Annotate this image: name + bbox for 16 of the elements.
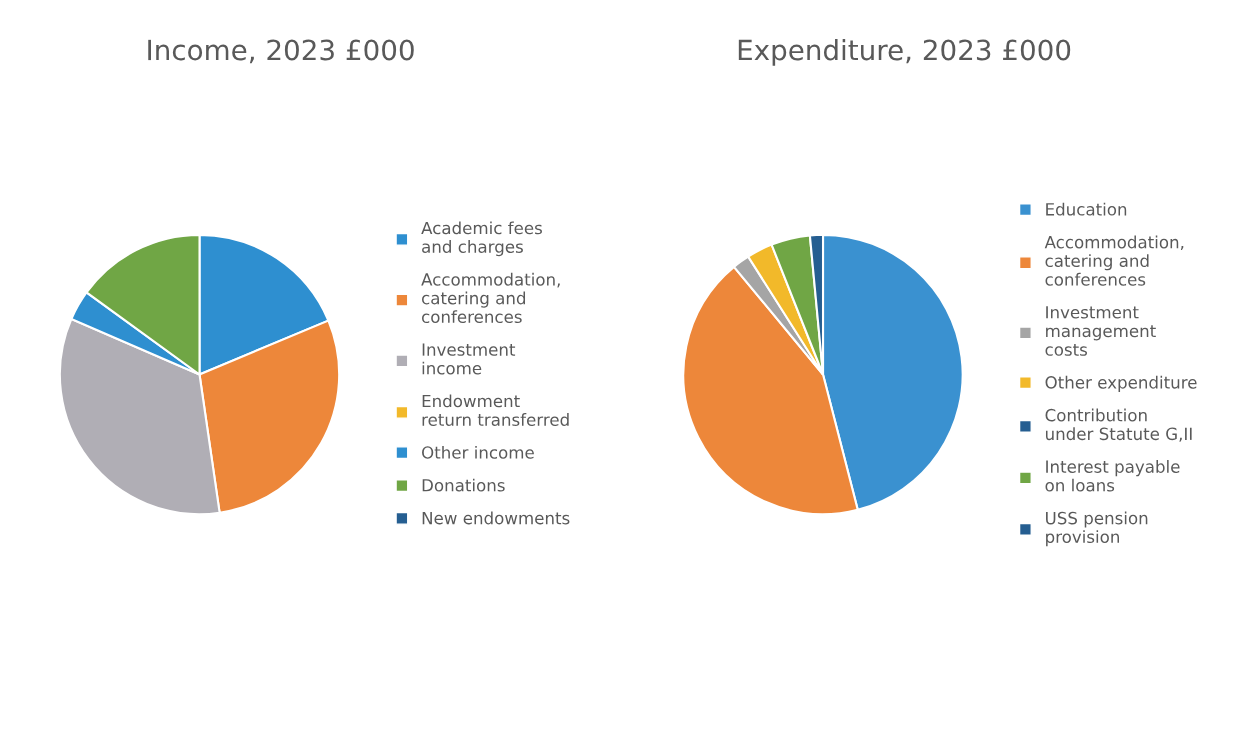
chart-title: Expenditure, 2023 £000: [738, 38, 1071, 66]
chart-title: Income, 2023 £000: [148, 39, 414, 64]
legend-label: Contribution under Statute G,II: [1045, 408, 1192, 442]
legend-label: Investment management costs: [1045, 306, 1156, 356]
legend-label: Other income: [422, 445, 534, 459]
legend-label: Accommodation, catering and conferences: [421, 272, 560, 324]
legend-label: Academic fees and charges: [421, 221, 542, 257]
legend-label: New endowments: [422, 511, 570, 525]
legend-label: USS pension provision: [1046, 511, 1148, 547]
legend-label: Interest payable on loans: [1045, 460, 1180, 492]
legend-label: Investment income: [422, 343, 516, 375]
legend-label: Education: [1046, 202, 1127, 216]
legend-label: Accommodation, catering and conferences: [1044, 235, 1184, 286]
legend-label: Endowment return transferred: [422, 394, 569, 426]
legend-label: Donations: [422, 478, 505, 492]
legend-label: Other expenditure: [1045, 375, 1197, 392]
